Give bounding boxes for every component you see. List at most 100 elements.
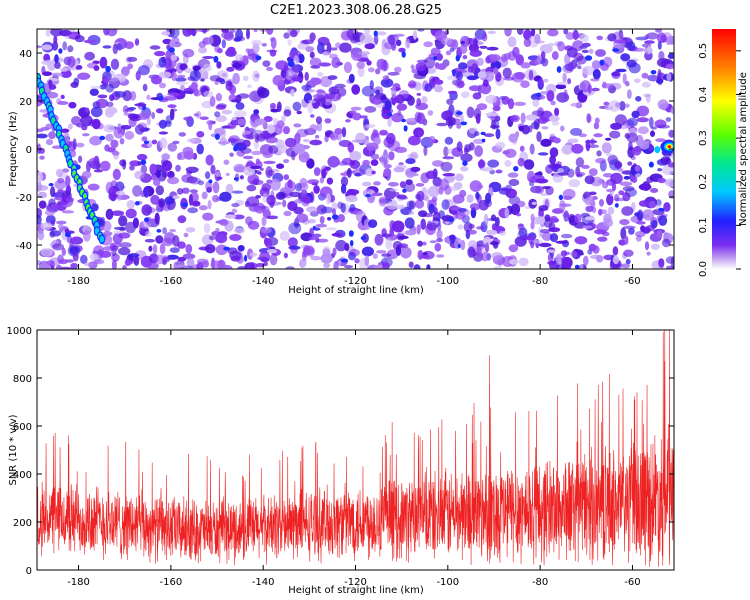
heatmap-cell <box>209 96 216 107</box>
heatmap-cell <box>143 140 150 144</box>
heatmap-cell <box>149 163 157 175</box>
heatmap-cell <box>245 216 253 226</box>
heatmap-cell <box>59 29 72 37</box>
colorbar-tick-label: 0.0 <box>698 261 709 277</box>
heatmap-cell <box>387 182 399 187</box>
heatmap-cell <box>581 164 590 169</box>
heatmap-cell <box>362 159 370 166</box>
heatmap-cell <box>372 253 378 259</box>
heatmap-cell <box>337 161 348 166</box>
heatmap-cell <box>581 49 589 54</box>
heatmap-cell <box>39 109 49 113</box>
heatmap-cell <box>623 175 631 180</box>
heatmap-cell <box>183 116 193 121</box>
heatmap-cell <box>632 146 642 156</box>
heatmap-cell <box>515 54 524 66</box>
heatmap-cell <box>118 215 128 227</box>
heatmap-cell <box>90 106 103 118</box>
heatmap-cell <box>602 181 609 189</box>
heatmap-cell <box>628 227 635 235</box>
heatmap-cell <box>504 207 510 219</box>
heatmap-cell <box>549 155 556 165</box>
heatmap-cell <box>348 230 354 237</box>
heatmap-cell <box>529 181 535 187</box>
heatmap-cell <box>343 61 352 74</box>
heatmap-cell <box>231 208 238 214</box>
heatmap-cell <box>422 252 428 256</box>
heatmap-cell <box>178 132 186 137</box>
heatmap-cell <box>312 94 324 99</box>
heatmap-cell <box>665 63 674 70</box>
heatmap-cell <box>93 259 105 265</box>
heatmap-cell <box>354 172 362 177</box>
heatmap-cell <box>167 142 178 152</box>
heatmap-cell <box>119 138 125 145</box>
heatmap-cell <box>219 218 229 226</box>
heatmap-cell <box>183 90 194 94</box>
heatmap-cell <box>567 78 572 85</box>
heatmap-cell <box>356 61 366 69</box>
heatmap-cell <box>495 128 501 140</box>
heatmap-cell <box>40 222 53 231</box>
heatmap-cell <box>266 194 276 206</box>
heatmap-cell <box>290 89 295 97</box>
heatmap-cell <box>90 85 102 89</box>
heatmap-cell <box>329 53 338 59</box>
heatmap-cell <box>520 112 526 124</box>
heatmap-cell <box>304 71 309 81</box>
heatmap-cell <box>416 224 421 235</box>
heatmap-cell <box>627 89 632 99</box>
heatmap-cell <box>83 230 91 242</box>
heatmap-cell <box>502 67 512 79</box>
heatmap-cell <box>514 71 526 80</box>
heatmap-cell <box>382 262 390 269</box>
heatmap-cell <box>175 81 188 86</box>
heatmap-cell <box>415 183 425 187</box>
heatmap-cell <box>331 232 343 237</box>
heatmap-cell <box>266 49 278 53</box>
heatmap-cell <box>111 210 125 216</box>
heatmap-cell <box>417 240 423 247</box>
heatmap-cell <box>483 133 495 138</box>
heatmap-cell <box>516 213 522 217</box>
snr-x-tick-label: -140 <box>252 577 275 588</box>
heatmap-cell <box>315 223 328 228</box>
heatmap-cell <box>624 103 630 108</box>
heatmap-cell <box>487 159 500 168</box>
heatmap-cell <box>345 195 358 203</box>
heatmap-cell <box>362 181 372 187</box>
heatmap-cell <box>99 56 108 69</box>
heatmap-x-tick-label: -100 <box>436 276 459 287</box>
heatmap-cell <box>129 91 137 101</box>
heatmap-cell <box>255 263 265 268</box>
heatmap-cell <box>426 222 438 231</box>
heatmap-cell <box>570 250 578 258</box>
heatmap-cell <box>460 40 465 45</box>
heatmap-cell <box>257 171 262 175</box>
heatmap-cell <box>283 252 288 259</box>
heatmap-cell <box>60 94 65 100</box>
heatmap-cell <box>447 90 458 95</box>
heatmap-cell <box>612 255 620 265</box>
heatmap-cell <box>483 213 489 226</box>
heatmap-cell <box>380 78 394 88</box>
heatmap-cell <box>332 247 337 256</box>
heatmap-cell <box>221 39 226 49</box>
heatmap-cell <box>292 143 305 154</box>
heatmap-cell <box>668 53 674 59</box>
heatmap-cell <box>375 89 380 95</box>
heatmap-cell <box>81 170 92 179</box>
heatmap-cell <box>333 261 339 269</box>
heatmap-cell <box>134 170 145 180</box>
heatmap-features <box>37 72 674 245</box>
heatmap-cell <box>551 121 560 126</box>
heatmap-cell <box>335 239 347 252</box>
heatmap-cell <box>219 79 226 85</box>
heatmap-cell <box>211 194 220 203</box>
heatmap-cell <box>288 222 302 235</box>
heatmap-cell <box>215 227 220 233</box>
heatmap-cell <box>247 84 252 88</box>
heatmap-cell <box>184 154 196 159</box>
heatmap-cell <box>208 179 213 184</box>
heatmap-cell <box>666 72 672 82</box>
